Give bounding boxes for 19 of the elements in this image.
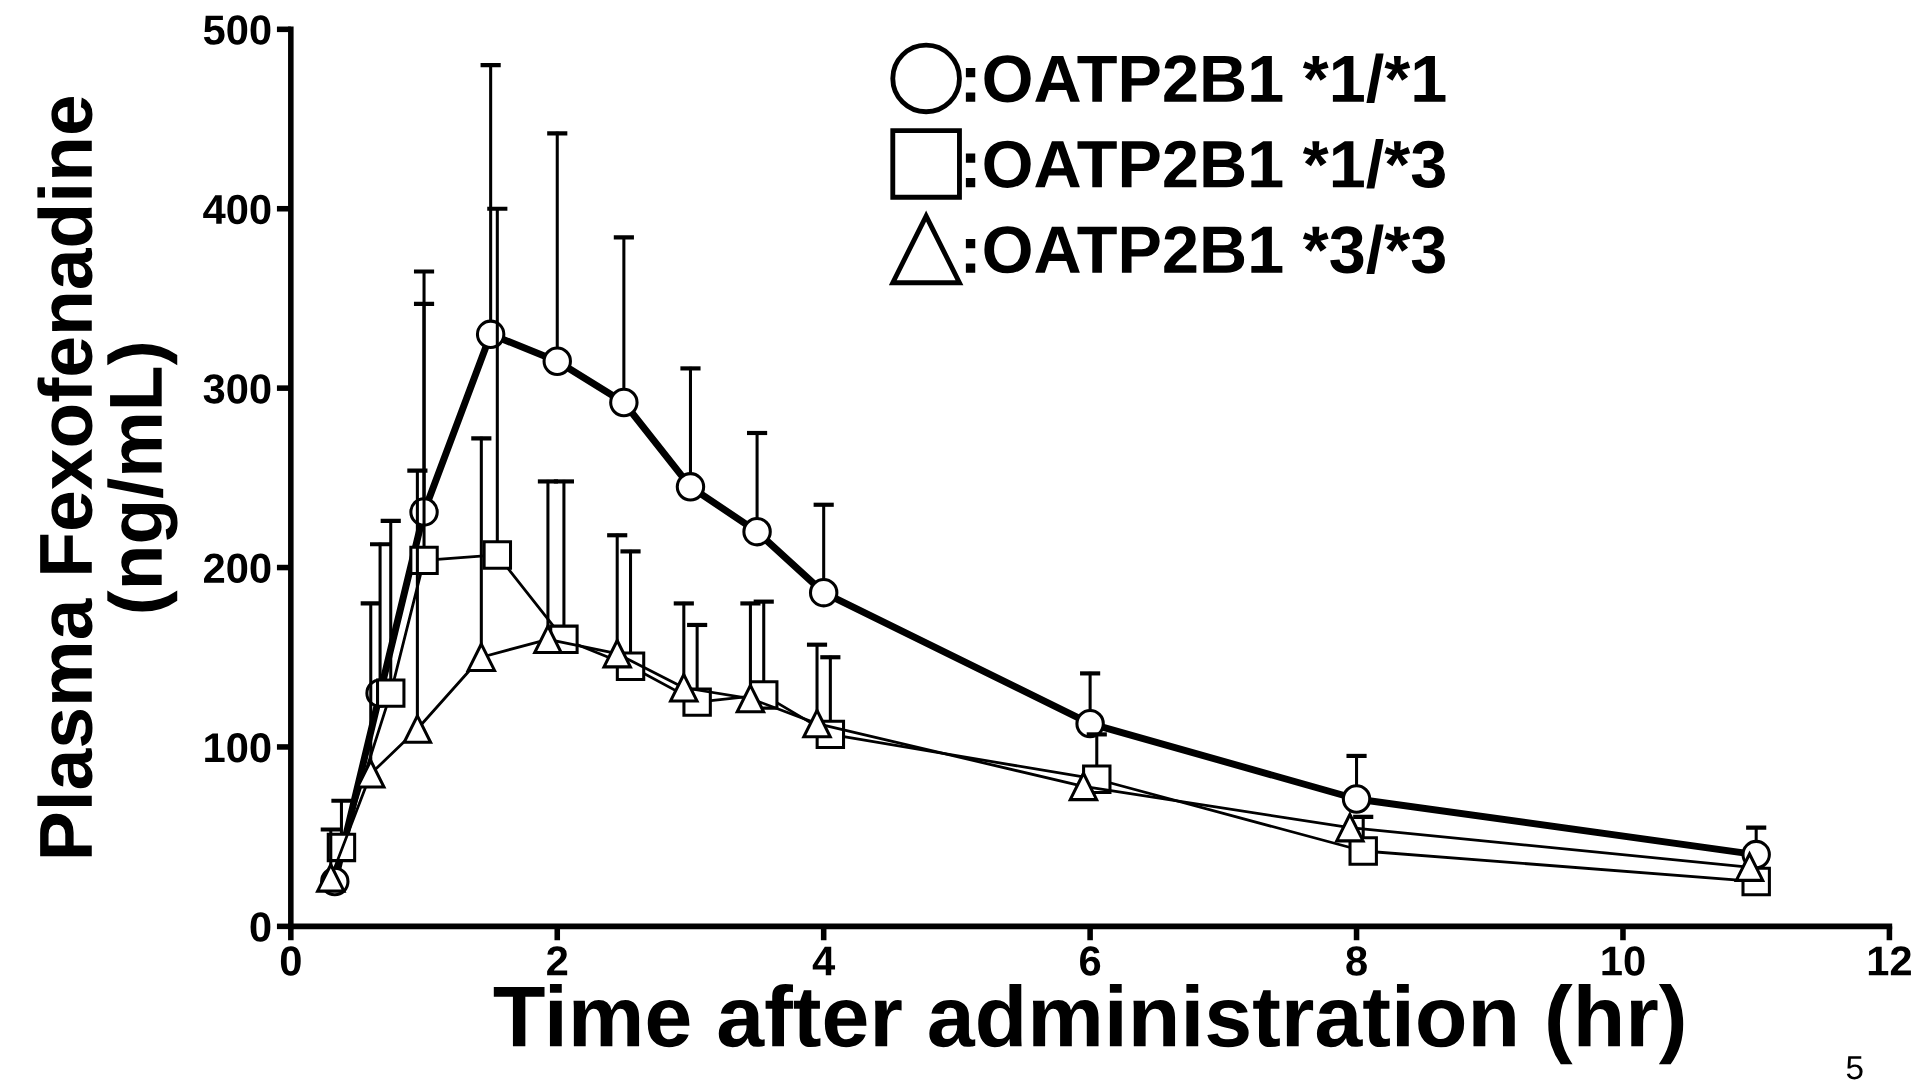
x-tick-label: 4 [812,946,836,976]
x-tick-label: 2 [547,946,568,976]
x-axis-title: Time after administration (hr) [493,983,1684,1065]
y-tick-label: 0 [250,912,271,942]
legend-label: :OATP2B1 *3/*3 [965,224,1445,275]
x-tick-label: 0 [280,946,301,976]
y-axis-title: Plasma Fexofenadine (ng/mL) [37,96,178,857]
x-tick-label: 6 [1080,946,1101,976]
x-tick-label: 10 [1602,946,1645,976]
y-tick-label: 300 [203,374,271,404]
y-tick-label: 200 [204,553,271,584]
text: 5 [1846,1056,1863,1080]
y-tick-label: 400 [203,194,271,225]
legend-label: :OATP2B1 *1/*3 [965,138,1445,189]
x-tick-label: 8 [1346,946,1367,976]
x-tick-label: 12 [1868,946,1911,976]
y-tick-label: 100 [205,732,271,763]
y-tick-label: 500 [203,15,271,45]
legend-label: :OATP2B1 *1/*1 [965,53,1446,104]
